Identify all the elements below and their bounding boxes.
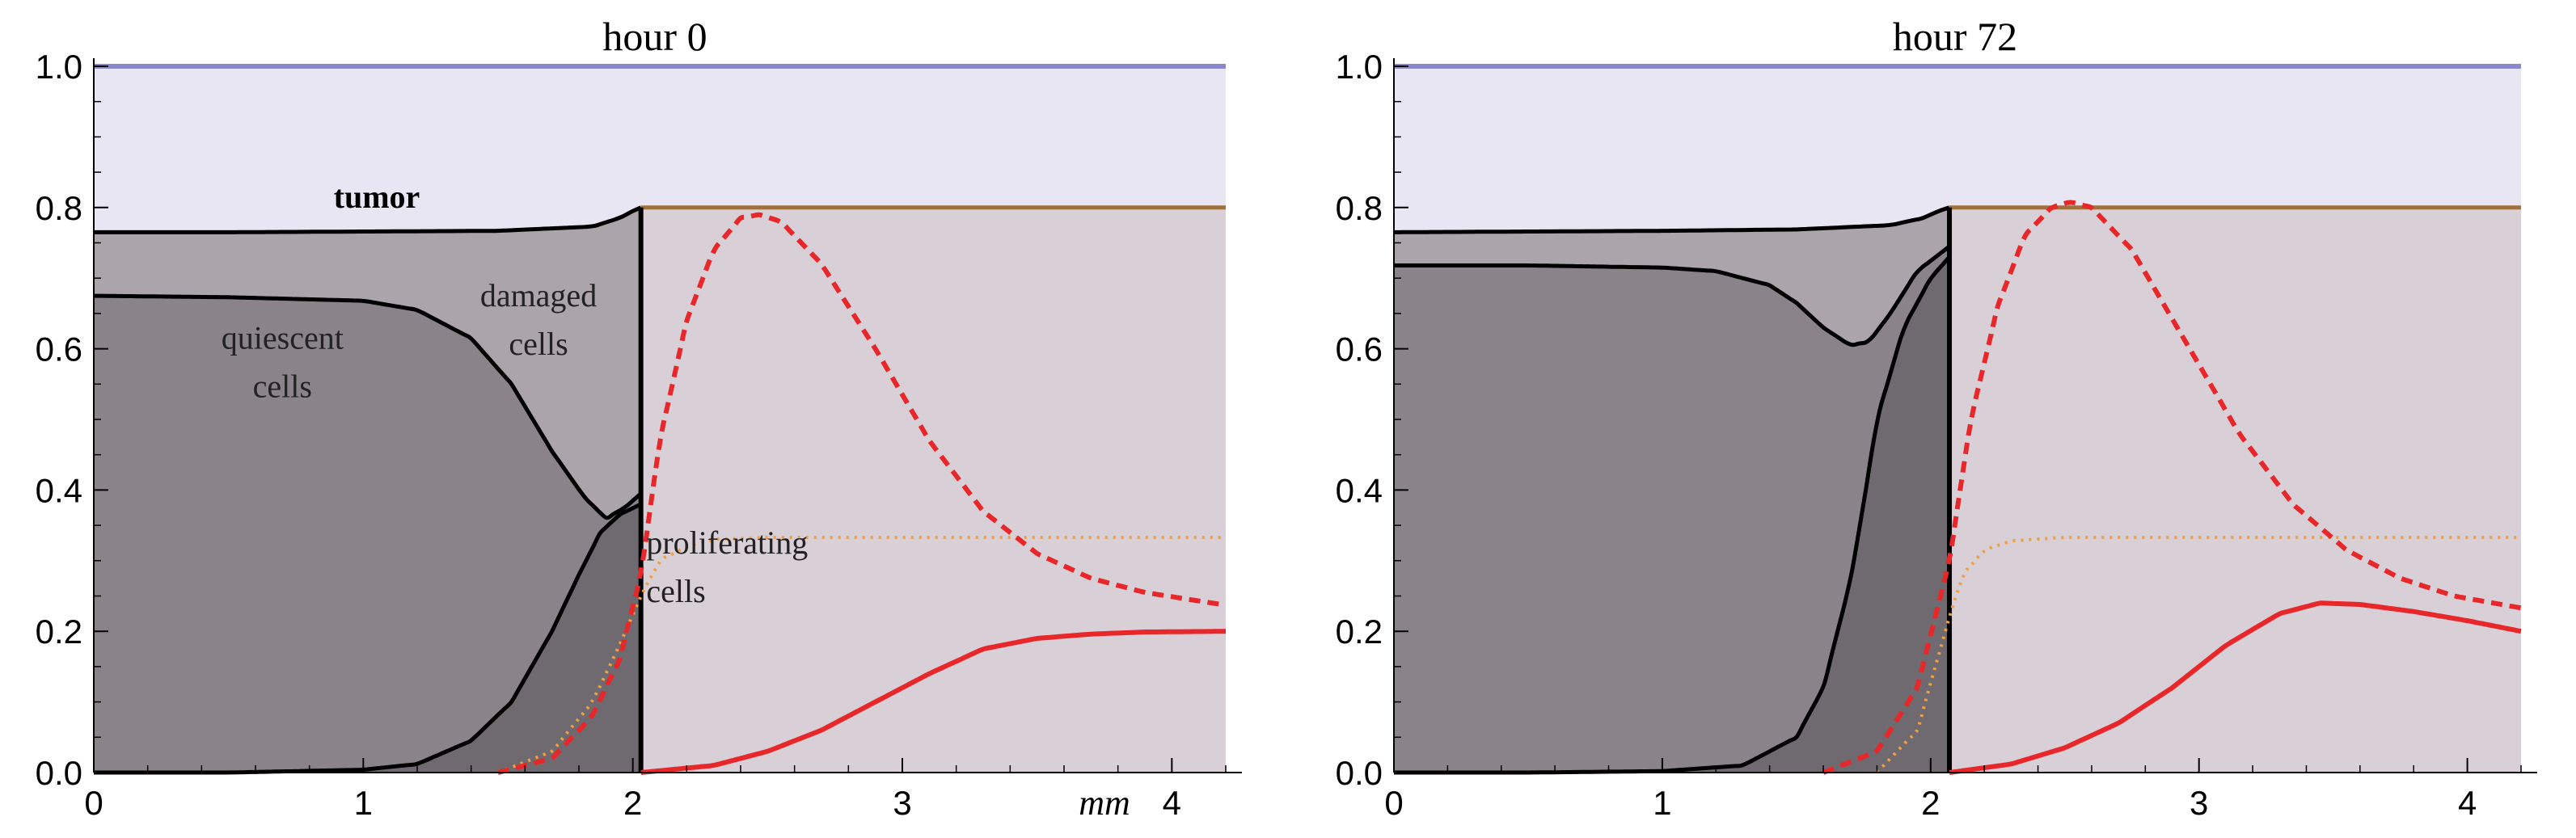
- red-solid-series: [1949, 600, 2522, 775]
- y-tick-label: 0.2: [36, 613, 82, 651]
- x-tick-label: 0: [84, 784, 103, 822]
- y-tick-label: 1.0: [36, 48, 82, 86]
- x-tick-label: 1: [354, 784, 373, 822]
- healthy-tissue-region: [640, 207, 1226, 773]
- annotation-proliferating-label: proliferating: [646, 524, 808, 561]
- x-tick-label: 2: [623, 784, 642, 822]
- x-unit-label: mm: [1079, 783, 1130, 823]
- quiescent-cells-region: [94, 296, 641, 773]
- y-tick-label: 0.4: [1336, 471, 1383, 509]
- panel-title: hour 0: [602, 14, 707, 59]
- y-tick-label: 0.4: [36, 471, 82, 509]
- y-tick-label: 0.8: [1336, 189, 1383, 227]
- y-tick-label: 0.0: [1336, 754, 1383, 792]
- chart-panel-hour-0: 0.0 0.2 0.4 0.6 0.8 1.0 0 1 2 3 4 hour 0 mm tumor dama…: [36, 14, 1242, 823]
- chart-panel-hour-72: 0.0 0.2 0.4 0.6 0.8 1.0 0 1 2 3 4 hour 72: [1336, 14, 2537, 822]
- annotation-proliferating-label-line2: cells: [646, 573, 705, 609]
- annotation-damaged-label: damaged: [480, 277, 597, 314]
- quiescent-cells-region: [1394, 246, 1949, 773]
- y-tick-label: 1.0: [1336, 48, 1383, 86]
- x-tick-label: 3: [893, 784, 911, 822]
- annotation-damaged-label-line2: cells: [509, 326, 568, 362]
- tumor-boundary-line: [1393, 205, 1950, 234]
- tumor-boundary-line: [94, 205, 642, 234]
- x-tick-label: 0: [1384, 784, 1403, 822]
- red-dashed-series: [497, 212, 1227, 775]
- x-tick-label: 1: [1653, 784, 1671, 822]
- x-tick-label: 3: [2190, 784, 2208, 822]
- y-tick-label: 0.8: [36, 189, 82, 227]
- healthy-tissue-region: [1949, 207, 2521, 773]
- annotation-tumor-label: tumor: [334, 179, 420, 215]
- annotation-quiescent-label-line2: cells: [253, 368, 312, 405]
- red-solid-series: [640, 629, 1227, 775]
- x-tick-label: 4: [1163, 784, 1181, 822]
- orange-dotted-series: [1875, 535, 2521, 774]
- proliferating-cells-region: [1394, 257, 1949, 773]
- x-tick-label: 4: [2458, 784, 2477, 822]
- x-tick-label: 2: [1921, 784, 1940, 822]
- quiescent-boundary-line: [93, 293, 643, 520]
- red-dashed-series: [1822, 200, 2522, 775]
- proliferating-cells-region: [94, 503, 641, 773]
- quiescent-boundary-line: [1394, 244, 1951, 347]
- y-tick-label: 0.0: [36, 754, 82, 792]
- y-tick-label: 0.6: [1336, 331, 1383, 368]
- y-tick-label: 0.6: [36, 331, 82, 368]
- y-tick-label: 0.2: [1336, 613, 1383, 651]
- annotation-quiescent-label: quiescent: [222, 320, 344, 356]
- panel-title: hour 72: [1893, 14, 2017, 59]
